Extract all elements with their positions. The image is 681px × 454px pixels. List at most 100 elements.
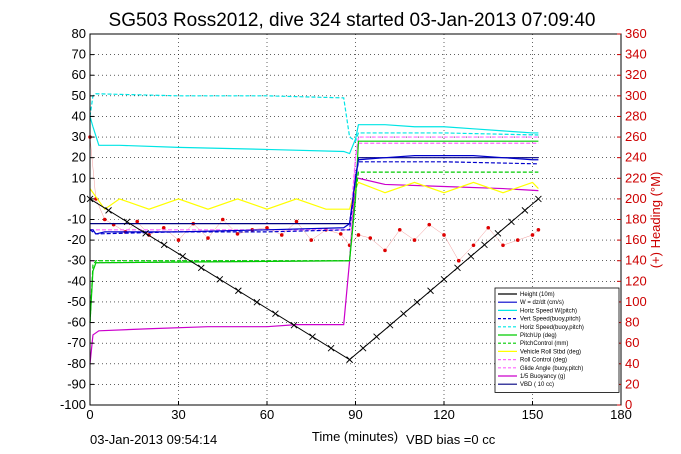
y2-tick-label: 200 bbox=[625, 191, 647, 206]
legend-label-horiz-speed-w-pitch: Horiz Speed W(pitch) bbox=[520, 308, 577, 314]
heading-point bbox=[383, 248, 387, 253]
height-sample-marker bbox=[142, 230, 149, 237]
heading-point bbox=[235, 232, 240, 236]
legend-label-vehicle-roll-stbd-deg: Vehicle Roll Stbd (deg) bbox=[520, 349, 581, 355]
heading-point bbox=[161, 225, 166, 230]
y2-tick-label: 120 bbox=[625, 273, 647, 288]
heading-point bbox=[456, 258, 461, 263]
height-sample-marker bbox=[327, 344, 335, 352]
x-axis-label: Time (minutes) bbox=[312, 429, 398, 444]
y-tick-label: -70 bbox=[67, 335, 86, 350]
height-sample-marker bbox=[440, 275, 448, 283]
heading-point bbox=[206, 236, 210, 240]
height-markers bbox=[86, 195, 542, 363]
height-sample-marker bbox=[179, 252, 187, 260]
y-tick-label: 0 bbox=[79, 191, 86, 206]
heading-point bbox=[530, 233, 535, 237]
heading-point bbox=[501, 243, 505, 248]
height-sample-marker bbox=[454, 264, 461, 272]
y2-tick-label: 20 bbox=[625, 376, 639, 391]
legend-label-1-5-buoyancy-g: 1/5 Buoyancy (g) bbox=[520, 374, 565, 380]
height-sample-marker bbox=[216, 275, 224, 283]
height-sample-marker bbox=[359, 344, 367, 352]
y-tick-label: 10 bbox=[72, 170, 86, 185]
x-axis: 0 30 60 90 120 150 180 bbox=[86, 401, 632, 422]
legend: Height (10m) W = dz/dt (cm/s) Horiz Speed … bbox=[494, 287, 620, 393]
legend-label-height-10m: Height (10m) bbox=[520, 292, 555, 298]
y2-tick-label: 60 bbox=[625, 335, 639, 350]
x-tick-label: 60 bbox=[260, 407, 274, 422]
y2-tick-label: 140 bbox=[625, 253, 647, 268]
height-sample-marker bbox=[160, 241, 168, 249]
x-tick-label: 150 bbox=[522, 407, 544, 422]
heading-point bbox=[309, 238, 314, 242]
y-tick-label: -90 bbox=[67, 376, 86, 391]
y2-tick-label: 260 bbox=[625, 129, 647, 144]
height-sample-marker bbox=[235, 287, 242, 295]
legend-label-horiz-speed-buoy-pitch: Horiz Speed(buoy,pitch) bbox=[520, 325, 584, 331]
height-sample-marker bbox=[400, 310, 407, 318]
y-tick-label: -80 bbox=[67, 356, 86, 371]
series-pitchup-deg bbox=[89, 140, 539, 323]
legend-label-vert-speed-buoy-pitch: Vert Speed(buoy,pitch) bbox=[520, 317, 581, 323]
y2-tick-label: 280 bbox=[625, 108, 647, 123]
y-axis-left: -100-90-80-70-60-50-40-30-20-10010203040… bbox=[60, 26, 94, 412]
legend-box bbox=[494, 287, 620, 393]
height-sample-marker bbox=[481, 241, 488, 249]
x-tick-label: 0 bbox=[86, 407, 93, 422]
chart-title: SG503 Ross2012, dive 324 started 03-Jan-… bbox=[109, 10, 596, 31]
y2-tick-label: 0 bbox=[625, 397, 632, 412]
height-sample-marker bbox=[272, 310, 279, 318]
heading-point bbox=[338, 232, 343, 236]
heading-point bbox=[294, 219, 299, 224]
y2-tick-label: 180 bbox=[625, 212, 647, 227]
y-tick-label: 80 bbox=[72, 26, 86, 41]
heading-point bbox=[471, 243, 476, 248]
y-tick-label: -30 bbox=[67, 253, 86, 268]
y2-tick-label: 300 bbox=[625, 88, 647, 103]
y-tick-label: -50 bbox=[67, 294, 86, 309]
height-sample-marker bbox=[123, 218, 131, 226]
y2-tick-label: 160 bbox=[625, 232, 647, 247]
heading-point bbox=[265, 225, 269, 230]
y2-tick-label: 220 bbox=[625, 170, 647, 185]
height-sample-marker bbox=[373, 333, 380, 341]
heading-point bbox=[176, 238, 181, 242]
y-tick-label: -10 bbox=[67, 212, 86, 227]
heading-point bbox=[279, 233, 284, 237]
y2-tick-label: 360 bbox=[625, 26, 647, 41]
heading-point bbox=[536, 228, 541, 232]
y-tick-label: -60 bbox=[67, 315, 86, 330]
height-sample-marker bbox=[309, 333, 316, 341]
series-vert-speed-buoy-pitch bbox=[89, 161, 539, 235]
y-tick-label: 20 bbox=[72, 150, 86, 165]
legend-label-pitchup-deg: PitchUp (deg) bbox=[520, 333, 557, 339]
series-horiz-speed-buoy-pitch bbox=[89, 93, 539, 143]
x-tick-label: 180 bbox=[610, 407, 632, 422]
legend-label-roll-control-deg: Roll Control (deg) bbox=[520, 358, 567, 364]
y-tick-label: -100 bbox=[60, 397, 86, 412]
heading-point bbox=[356, 233, 361, 237]
series-w-dz-dt-cm-s bbox=[90, 155, 539, 235]
x-tick-label: 90 bbox=[348, 407, 362, 422]
height-sample-marker bbox=[197, 264, 205, 272]
legend-label-pitchcontrol-mm: PitchControl (mm) bbox=[520, 341, 568, 347]
height-sample-marker bbox=[386, 321, 394, 329]
y2-tick-label: 340 bbox=[625, 47, 647, 62]
heading-point bbox=[397, 228, 402, 232]
heading-point bbox=[442, 233, 446, 237]
series-vehicle-roll-stbd-deg bbox=[89, 181, 539, 211]
height-sample-marker bbox=[467, 252, 475, 260]
legend-label-glide-angle-buoy-pitch: Glide Angle (buoy,pitch) bbox=[520, 366, 583, 372]
heading-point bbox=[427, 222, 432, 227]
x-tick-label: 30 bbox=[171, 407, 185, 422]
series-horiz-speed-w-pitch bbox=[89, 116, 539, 155]
heading-point bbox=[102, 217, 107, 222]
heading-point bbox=[412, 238, 417, 242]
y2-tick-label: 100 bbox=[625, 294, 647, 309]
y2-tick-label: 320 bbox=[625, 67, 647, 82]
height-sample-marker bbox=[427, 287, 434, 295]
heading-point bbox=[486, 225, 491, 230]
y-tick-label: 50 bbox=[72, 88, 86, 103]
